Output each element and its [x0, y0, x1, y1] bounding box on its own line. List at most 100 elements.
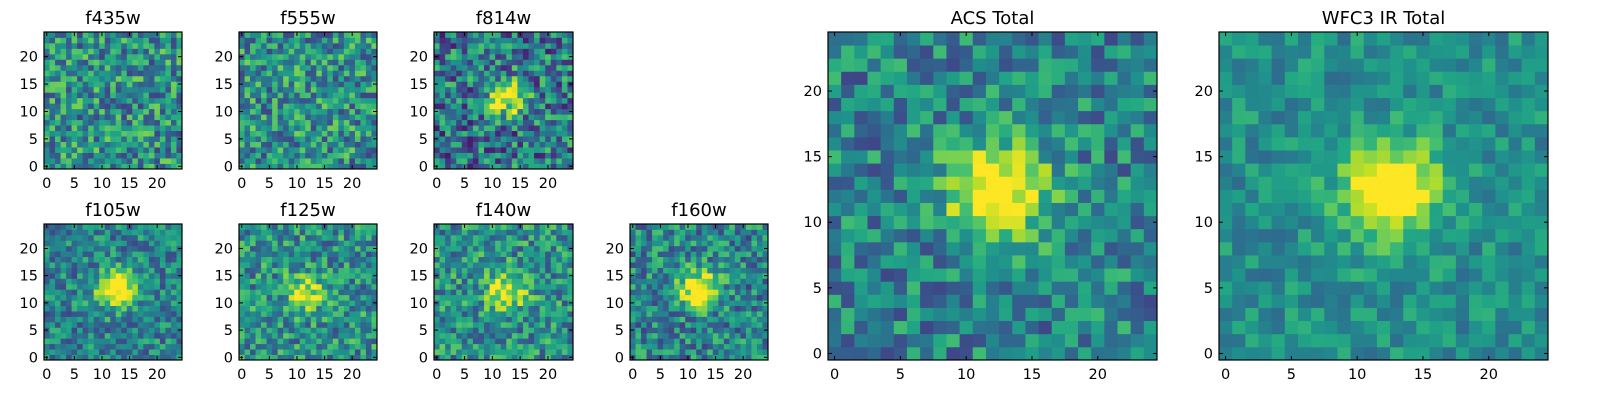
y-tick-label: 0	[419, 350, 428, 366]
heatmap-cell	[691, 246, 697, 252]
heatmap-cell	[478, 278, 484, 284]
heatmap-cell	[300, 229, 306, 235]
heatmap-cell	[250, 98, 256, 104]
heatmap-cell	[55, 158, 61, 164]
heatmap-cell	[506, 70, 512, 76]
heatmap-cell	[138, 240, 144, 246]
heatmap-cell	[99, 142, 105, 148]
heatmap-cell	[473, 48, 479, 54]
heatmap-cell	[105, 65, 111, 71]
heatmap-cell	[256, 153, 262, 159]
heatmap-cell	[61, 120, 67, 126]
heatmap-cell	[143, 125, 149, 131]
heatmap-cell	[434, 59, 440, 65]
heatmap-cell	[355, 257, 361, 263]
heatmap-cell	[920, 203, 934, 217]
heatmap-cell	[724, 306, 730, 312]
heatmap-cell	[556, 92, 562, 98]
heatmap-cell	[105, 120, 111, 126]
heatmap-cell	[132, 48, 138, 54]
heatmap-cell	[669, 240, 675, 246]
heatmap-cell	[338, 273, 344, 279]
heatmap-cell	[534, 103, 540, 109]
heatmap-cell	[484, 289, 490, 295]
heatmap-cell	[647, 268, 653, 274]
heatmap-cell	[349, 65, 355, 71]
heatmap-cell	[647, 229, 653, 235]
heatmap-cell	[467, 306, 473, 312]
heatmap-cell	[680, 235, 686, 241]
heatmap-cell	[473, 59, 479, 65]
heatmap-cell	[138, 131, 144, 137]
heatmap-cell	[490, 92, 496, 98]
panel-title: f555w	[280, 8, 335, 29]
heatmap-cell	[83, 70, 89, 76]
heatmap-cells	[630, 224, 768, 360]
heatmap-cell	[154, 268, 160, 274]
heatmap-cell	[529, 103, 535, 109]
heatmap-cell	[680, 349, 686, 355]
heatmap-cell	[143, 92, 149, 98]
heatmap-cell	[165, 300, 171, 306]
heatmap-cell	[88, 316, 94, 322]
heatmap-cell	[344, 246, 350, 252]
heatmap-cell	[316, 81, 322, 87]
heatmap-cell	[267, 59, 273, 65]
heatmap-cell	[44, 316, 50, 322]
heatmap-cell	[501, 153, 507, 159]
heatmap-cell	[501, 229, 507, 235]
y-tick-label: 10	[410, 296, 428, 312]
heatmap-cell	[556, 125, 562, 131]
heatmap-cell	[278, 229, 284, 235]
heatmap-cell	[718, 235, 724, 241]
heatmap-cell	[1052, 321, 1066, 335]
heatmap-cell	[484, 262, 490, 268]
heatmap-cell	[674, 284, 680, 290]
heatmap-cell	[517, 125, 523, 131]
heatmap-cell	[707, 240, 713, 246]
heatmap-cell	[72, 262, 78, 268]
heatmap-cell	[116, 109, 122, 115]
heatmap-cell	[132, 32, 138, 38]
heatmap-cell	[691, 284, 697, 290]
heatmap-cell	[77, 235, 83, 241]
heatmap-cell	[534, 284, 540, 290]
heatmap-cell	[478, 349, 484, 355]
heatmap-cell	[529, 109, 535, 115]
heatmap-cell	[289, 224, 295, 230]
heatmap-cell	[110, 246, 116, 252]
heatmap-cell	[562, 333, 568, 339]
heatmap-cell	[311, 32, 317, 38]
heatmap-cell	[349, 235, 355, 241]
heatmap-cell	[451, 251, 457, 257]
heatmap-cell	[66, 120, 72, 126]
heatmap-cell	[641, 338, 647, 344]
heatmap-cell	[658, 344, 664, 350]
heatmap-cell	[256, 32, 262, 38]
heatmap-cell	[907, 203, 921, 217]
heatmap-cell	[349, 43, 355, 49]
heatmap-cell	[272, 37, 278, 43]
heatmap-cell	[647, 246, 653, 252]
heatmap-cell	[551, 153, 557, 159]
heatmap-cell	[294, 43, 300, 49]
heatmap-cell	[484, 338, 490, 344]
heatmap-cell	[669, 278, 675, 284]
heatmap-cell	[138, 70, 144, 76]
heatmap-cell	[66, 158, 72, 164]
heatmap-cell	[669, 322, 675, 328]
heatmap-cell	[506, 131, 512, 137]
heatmap-cell	[327, 235, 333, 241]
heatmap-cell	[545, 76, 551, 82]
heatmap-cell	[311, 76, 317, 82]
heatmap-cell	[630, 333, 636, 339]
heatmap-cell	[121, 246, 127, 252]
heatmap-cell	[245, 37, 251, 43]
heatmap-cell	[66, 251, 72, 257]
heatmap-cell	[149, 322, 155, 328]
heatmap-cell	[881, 176, 895, 190]
heatmap-cell	[44, 147, 50, 153]
heatmap-cell	[55, 278, 61, 284]
panel-title: f160w	[671, 200, 726, 221]
heatmap-cell	[562, 125, 568, 131]
